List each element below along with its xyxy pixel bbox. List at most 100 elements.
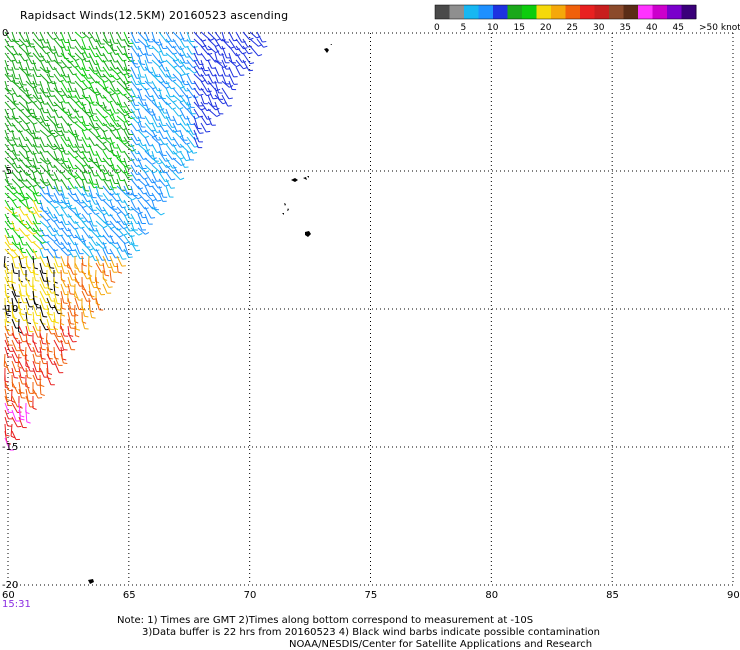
wind-barb <box>151 129 158 141</box>
wind-barb <box>39 115 47 127</box>
wind-barb <box>95 115 104 126</box>
wind-barb <box>102 185 111 196</box>
wind-barb <box>81 318 86 329</box>
wind-barb <box>3 353 6 367</box>
colorbar-swatch <box>594 5 610 19</box>
wind-barb <box>179 31 185 42</box>
wind-barb <box>186 52 194 62</box>
wind-barb <box>95 157 101 170</box>
wind-barb <box>158 45 164 56</box>
wind-barb <box>11 430 17 440</box>
wind-barb <box>18 143 28 153</box>
wind-barb-flag <box>35 362 40 365</box>
wind-barb <box>74 269 77 282</box>
wind-barb <box>67 304 73 317</box>
wind-barb <box>67 73 72 84</box>
wind-barb <box>32 262 36 274</box>
wind-barb <box>53 87 62 97</box>
lon-tick-label: 65 <box>123 590 136 601</box>
wind-barb <box>4 66 9 77</box>
wind-barb <box>74 73 82 83</box>
wind-barb <box>60 325 65 337</box>
wind-barb <box>87 262 90 275</box>
wind-barb <box>193 129 200 143</box>
wind-barb <box>116 108 126 117</box>
wind-barb <box>186 38 195 48</box>
wind-barb <box>214 45 221 56</box>
colorbar-label: 45 <box>673 23 684 33</box>
wind-barb-flag <box>185 123 190 126</box>
wind-barb <box>11 241 21 251</box>
wind-barb <box>123 45 129 58</box>
colorbar-swatch <box>551 5 566 19</box>
wind-barb <box>53 45 59 57</box>
wind-barb <box>179 87 189 99</box>
wind-barb <box>74 122 85 132</box>
wind-barb <box>151 31 156 43</box>
wind-barb <box>39 108 46 121</box>
wind-barb-flag <box>75 110 80 113</box>
wind-barb <box>200 87 208 96</box>
wind-barb <box>102 52 109 62</box>
wind-barb <box>165 31 173 42</box>
wind-barb <box>235 45 243 55</box>
wind-barb <box>123 80 128 91</box>
wind-barb <box>4 199 12 210</box>
wind-barb-flag <box>13 308 18 311</box>
wind-barb <box>214 94 224 105</box>
wind-barb <box>18 276 23 287</box>
wind-barb <box>158 136 165 145</box>
wind-barb <box>46 360 49 374</box>
wind-barb <box>60 290 65 303</box>
wind-barb <box>11 290 18 303</box>
wind-barb-flag <box>165 70 170 72</box>
wind-barb <box>179 143 190 153</box>
wind-barb <box>200 101 208 111</box>
wind-barb <box>130 136 137 146</box>
wind-barb-flag <box>158 161 163 165</box>
wind-barb <box>81 241 91 251</box>
wind-barb <box>102 101 107 111</box>
wind-barb-flag <box>32 212 37 215</box>
wind-barb <box>60 332 66 344</box>
wind-barb <box>123 157 128 169</box>
wind-barb <box>179 80 187 92</box>
wind-barb <box>109 59 116 70</box>
wind-barb <box>53 122 58 132</box>
wind-barb <box>32 199 39 212</box>
wind-barb <box>74 45 82 55</box>
footer-note-1: Note: 1) Times are GMT 2)Times along bot… <box>117 615 534 626</box>
wind-barb <box>242 45 249 55</box>
wind-barb-flag <box>103 129 108 133</box>
wind-barb <box>109 185 117 195</box>
wind-barb <box>53 143 63 153</box>
wind-barb <box>95 101 104 109</box>
wind-barb-flag <box>41 357 46 360</box>
wind-barb <box>18 122 26 131</box>
wind-barb-flag <box>192 65 197 68</box>
wind-barb-flag <box>48 350 53 353</box>
wind-barb <box>32 150 39 163</box>
wind-barb <box>67 94 77 104</box>
wind-barb <box>158 80 167 89</box>
wind-barb <box>102 66 111 78</box>
wind-barb-flag <box>199 93 204 96</box>
wind-barb <box>4 381 10 391</box>
wind-barb <box>53 297 58 310</box>
wind-barb <box>46 94 54 107</box>
wind-barb <box>179 45 187 58</box>
wind-barb <box>130 157 137 167</box>
wind-barb <box>88 45 96 58</box>
wind-barb <box>60 122 65 133</box>
wind-barb-flag <box>128 256 133 258</box>
wind-barb <box>144 185 151 196</box>
wind-barb <box>207 87 214 99</box>
wind-barb <box>144 206 152 219</box>
wind-barb-flag <box>145 38 150 42</box>
wind-barb <box>39 304 44 317</box>
wind-barb <box>137 52 142 65</box>
wind-barb-flag <box>104 274 110 277</box>
wind-barb <box>81 255 84 266</box>
wind-barb-flag <box>93 186 98 189</box>
wind-barb <box>137 157 144 169</box>
